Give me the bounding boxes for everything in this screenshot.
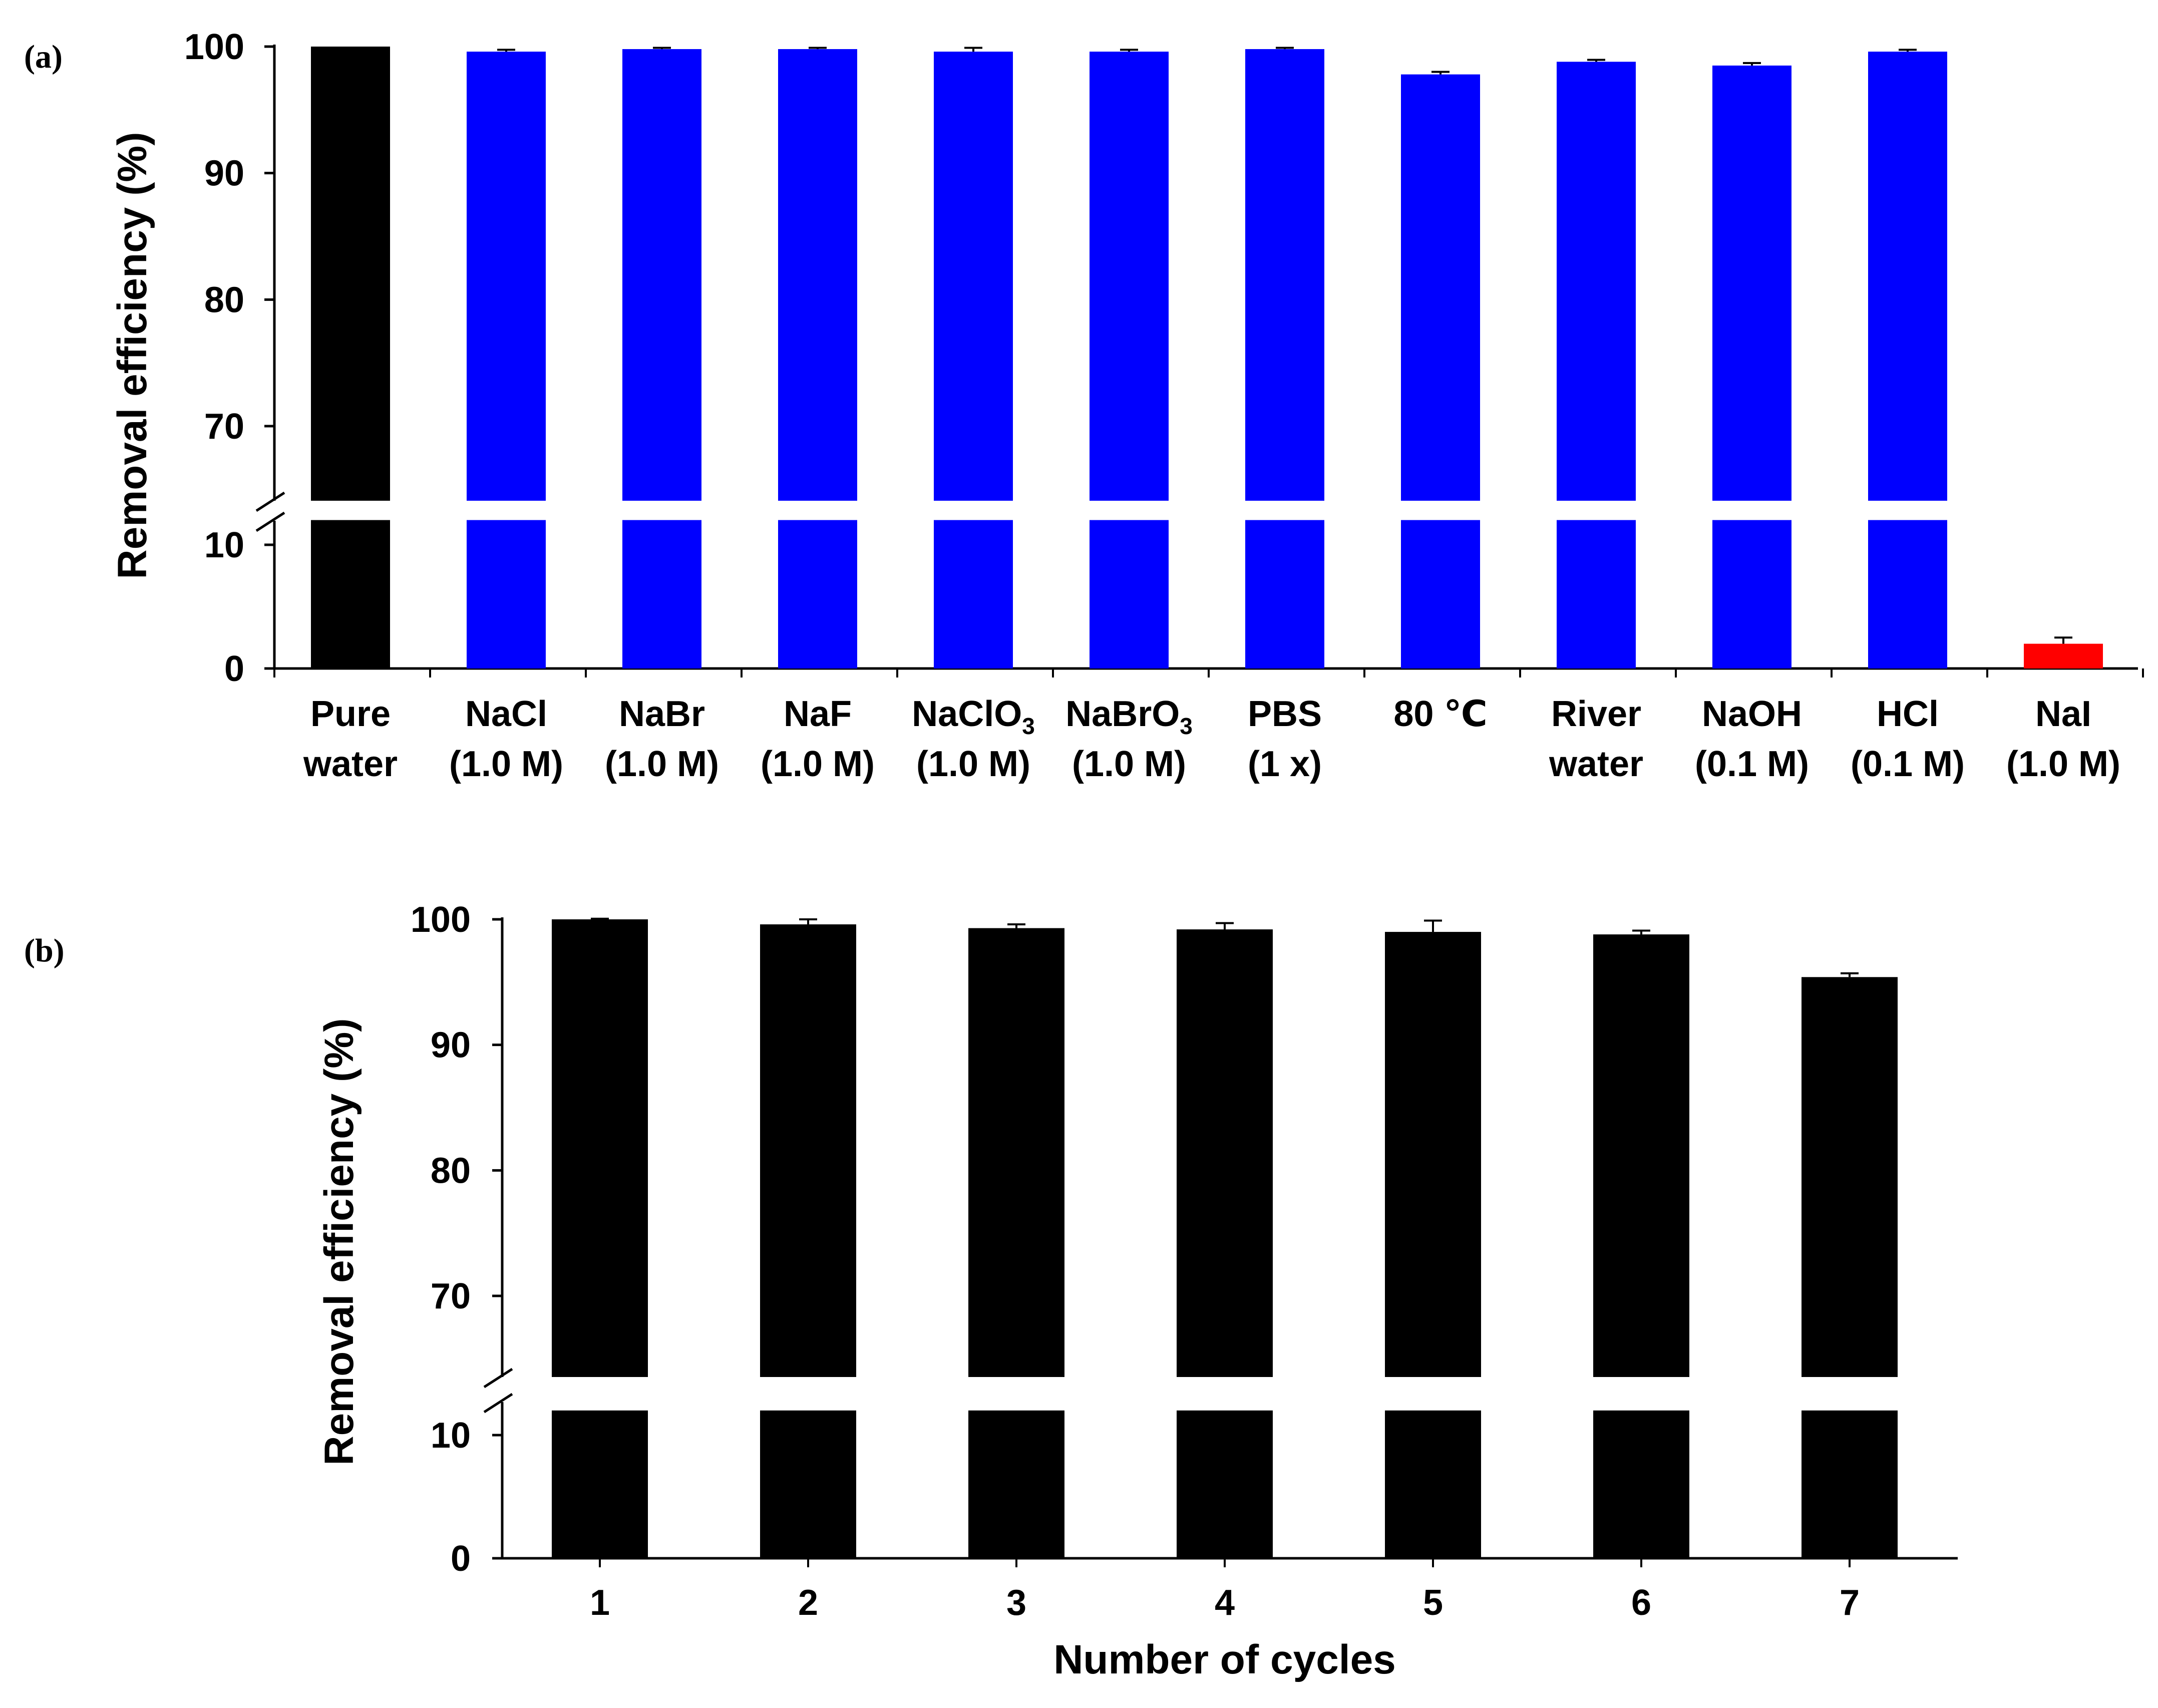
x-tick-label: PBS [1248,694,1322,734]
x-tick-label: (1.0 M) [916,744,1030,784]
y-tick-label: 10 [204,525,244,565]
x-tick-label: Pure [310,694,391,734]
bar-segment-lower [1593,1410,1689,1558]
bar-segment-upper [1177,929,1273,1377]
bar-segment-upper [467,52,546,501]
bar-segment-lower [311,520,390,668]
axis-break-mark [255,491,285,512]
y-tick-label: 100 [411,900,471,940]
chart-panel-b: (b) Removal efficiency (%) Number of cycle… [24,900,1958,1682]
bar-segment-upper [760,924,856,1377]
bar-segment-upper [1557,62,1636,501]
bar-segment-lower [1802,1410,1898,1558]
x-tick-label: 6 [1631,1583,1651,1623]
x-tick-label: NaF [784,694,852,734]
x-tick-label: (0.1 M) [1851,744,1965,784]
x-tick-label: 80 ℃ [1393,694,1487,734]
x-tick-label: 1 [590,1583,610,1623]
x-tick-label: 7 [1840,1583,1860,1623]
x-tick-label: 3 [1006,1583,1026,1623]
x-tick-label: River [1551,694,1641,734]
panel-label: (b) [24,932,65,969]
x-tick-label: NaCl [465,694,547,734]
bar-segment-upper [622,49,701,501]
bar-segment-upper [1712,65,1791,501]
y-tick-label: 70 [431,1276,471,1316]
y-tick-label: 100 [184,27,244,67]
x-tick-label: (1.0 M) [761,744,875,784]
x-tick-label: (1.0 M) [449,744,563,784]
bar-segment-lower [1177,1410,1273,1558]
y-tick-label: 90 [431,1026,471,1066]
bar-segment-lower [778,520,857,668]
x-tick-label: NaClO3 [912,694,1035,739]
x-tick-label: NaBrO3 [1065,694,1193,739]
bar-segment-lower [1090,520,1169,668]
bar-segment-upper [552,919,648,1377]
bar-segment-lower [1557,520,1636,668]
x-axis-title: Number of cycles [1053,1637,1396,1682]
panel-label: (a) [24,39,63,75]
x-tick-label: (0.1 M) [1695,744,1809,784]
bar-segment-lower [760,1410,856,1558]
bar-segment-upper [1802,977,1898,1377]
bar-segment-upper [934,52,1013,501]
y-axis-title: Removal efficiency (%) [110,132,155,579]
chart-panel-a: (a) Removal efficiency (%) 0 10 70 80 90 100 Pur… [24,27,2144,784]
x-tick-label: 4 [1215,1583,1235,1623]
bar [2024,643,2103,668]
bar-segment-lower [552,1410,648,1558]
axis-break-mark [255,511,285,532]
x-tick-label: (1.0 M) [1072,744,1186,784]
bar-segment-lower [622,520,701,668]
x-tick-label: (1.0 M) [2006,744,2120,784]
bar-segment-upper [1385,932,1481,1377]
y-tick-label: 90 [204,154,244,194]
x-tick-label: (1.0 M) [605,744,719,784]
axis-break-mark [483,1393,513,1414]
bar-segment-lower [1868,520,1947,668]
bar-segment-lower [1385,1410,1481,1558]
bar-segment-lower [968,1410,1064,1558]
axis-break-mark [483,1368,513,1389]
bar-segment-upper [1090,52,1169,501]
x-tick-label: 2 [798,1583,818,1623]
y-tick-label: 0 [224,649,244,689]
bar-segment-lower [1401,520,1480,668]
bar-segment-upper [1593,934,1689,1377]
bar-segment-lower [1245,520,1324,668]
x-tick-label: water [1549,744,1643,784]
y-tick-label: 70 [204,407,244,447]
x-tick-label: water [303,744,398,784]
y-tick-label: 80 [204,280,244,320]
x-tick-label: NaBr [619,694,705,734]
bar-segment-lower [467,520,546,668]
x-tick-label: 5 [1423,1583,1443,1623]
y-axis-title: Removal efficiency (%) [316,1018,362,1465]
y-tick-label: 0 [451,1539,471,1579]
bar-segment-upper [1401,74,1480,501]
x-tick-label: (1 x) [1248,744,1322,784]
bar-segment-upper [968,928,1064,1377]
bar-segment-lower [934,520,1013,668]
bar-segment-upper [1245,49,1324,501]
bar-segment-upper [311,47,390,501]
bar-segment-lower [1712,520,1791,668]
y-tick-label: 10 [431,1416,471,1456]
bar-segment-upper [778,49,857,501]
x-tick-label: HCl [1877,694,1939,734]
x-tick-label: NaI [2035,694,2091,734]
x-tick-label: NaOH [1702,694,1802,734]
bar-segment-upper [1868,52,1947,501]
y-tick-label: 80 [431,1151,471,1191]
